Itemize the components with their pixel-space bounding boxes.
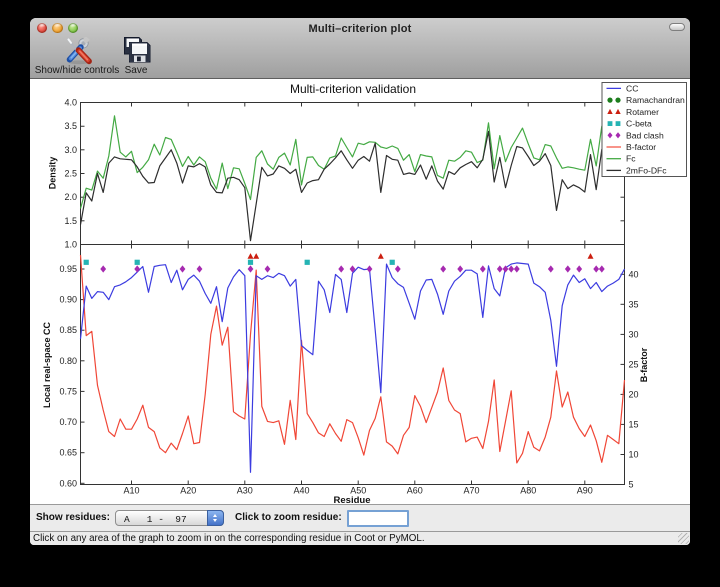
svg-text:0.95: 0.95 (59, 264, 77, 274)
svg-text:Multi-criterion validation: Multi-criterion validation (290, 82, 416, 96)
svg-text:0.65: 0.65 (59, 448, 77, 458)
svg-text:20: 20 (629, 389, 639, 399)
svg-text:3.0: 3.0 (64, 145, 77, 155)
svg-text:B-factor: B-factor (639, 347, 649, 382)
svg-text:0.70: 0.70 (59, 417, 77, 427)
svg-text:A50: A50 (350, 486, 366, 496)
svg-text:0.60: 0.60 (59, 478, 77, 488)
svg-text:0.85: 0.85 (59, 325, 77, 335)
svg-text:1.0: 1.0 (64, 240, 77, 250)
svg-text:A80: A80 (520, 486, 536, 496)
svg-text:2.0: 2.0 (64, 192, 77, 202)
svg-text:2mFo-DFc: 2mFo-DFc (626, 165, 667, 175)
svg-text:0.75: 0.75 (59, 386, 77, 396)
svg-text:25: 25 (629, 359, 639, 369)
svg-text:10: 10 (629, 450, 639, 460)
svg-text:Rotamer: Rotamer (626, 107, 659, 117)
svg-text:4.0: 4.0 (64, 98, 77, 108)
svg-text:0.90: 0.90 (59, 295, 77, 305)
svg-text:A10: A10 (123, 486, 139, 496)
svg-text:Local real-space CC: Local real-space CC (42, 321, 52, 408)
svg-text:2.5: 2.5 (64, 169, 77, 179)
svg-text:0.80: 0.80 (59, 356, 77, 366)
svg-text:35: 35 (629, 299, 639, 309)
svg-text:A40: A40 (293, 486, 309, 496)
svg-text:Residue: Residue (334, 495, 371, 504)
svg-text:Density: Density (48, 157, 58, 190)
svg-text:A90: A90 (577, 486, 593, 496)
svg-text:40: 40 (629, 269, 639, 279)
svg-text:B-factor: B-factor (626, 142, 656, 152)
svg-text:A60: A60 (407, 486, 423, 496)
svg-text:Fc: Fc (626, 154, 636, 164)
svg-text:1.5: 1.5 (64, 216, 77, 226)
svg-text:A30: A30 (237, 486, 253, 496)
svg-text:3.5: 3.5 (64, 121, 77, 131)
svg-text:15: 15 (629, 419, 639, 429)
svg-text:A20: A20 (180, 486, 196, 496)
svg-text:5: 5 (629, 480, 634, 490)
svg-text:Ramachandran: Ramachandran (626, 95, 685, 105)
svg-text:CC: CC (626, 83, 638, 93)
svg-text:Bad clash: Bad clash (626, 130, 664, 140)
svg-text:C-beta: C-beta (626, 119, 652, 129)
svg-text:A70: A70 (463, 486, 479, 496)
svg-text:30: 30 (629, 329, 639, 339)
